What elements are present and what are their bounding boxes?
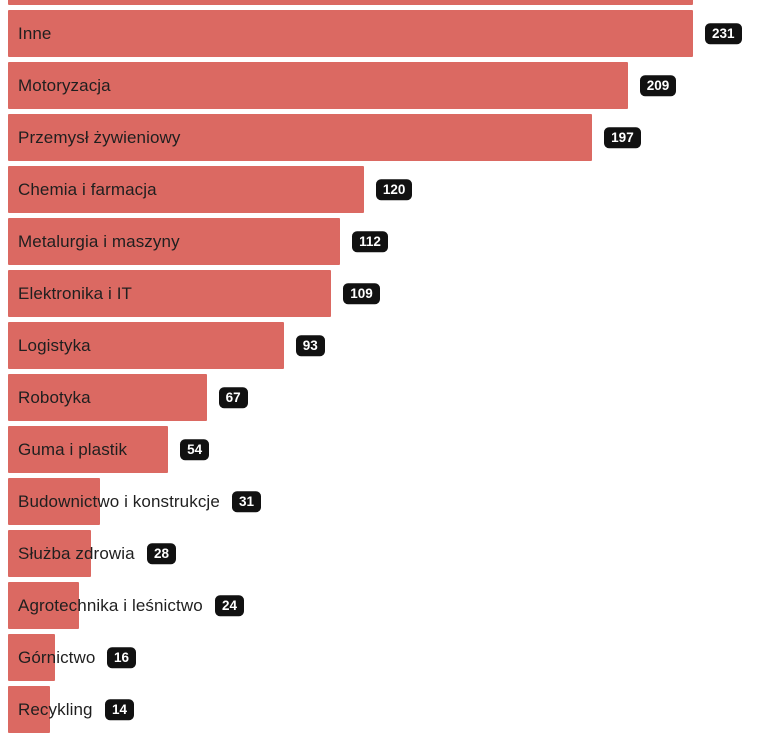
bar-row: Służba zdrowia 28 [8, 530, 768, 577]
value-badge: 54 [180, 438, 210, 461]
value-badge: 109 [343, 282, 380, 305]
bar-row: Inne 231 [8, 10, 768, 57]
value-badge: 16 [107, 646, 137, 669]
bar-row: Recykling 14 [8, 686, 768, 733]
category-label: Inne [18, 23, 52, 43]
category-bar[interactable] [8, 166, 364, 213]
category-label: Górnictwo [18, 647, 96, 667]
value-badge: 93 [295, 334, 325, 357]
category-label: Służba zdrowia [18, 543, 135, 563]
category-label: Elektronika i IT [18, 283, 133, 303]
category-label: Metalurgia i maszyny [18, 231, 180, 251]
category-label: Budownictwo i konstrukcje [18, 491, 220, 511]
bar-row: Robotyka 67 [8, 374, 768, 421]
category-label: Robotyka [18, 387, 91, 407]
category-label: Recykling [18, 699, 93, 719]
bar-row: Elektronika i IT 109 [8, 270, 768, 317]
category-bar[interactable] [8, 114, 593, 161]
value-badge: 120 [375, 178, 413, 201]
category-bar[interactable] [8, 374, 207, 421]
value-badge: 112 [352, 230, 388, 253]
category-bar[interactable] [8, 686, 50, 733]
category-bar[interactable] [8, 426, 169, 473]
category-label: Chemia i farmacja [18, 179, 157, 199]
bar-row: Metalurgia i maszyny 112 [8, 218, 768, 265]
bar-row: Logistyka 93 [8, 322, 768, 369]
category-bar[interactable] [8, 62, 628, 109]
bar-row: Guma i plastik 54 [8, 426, 768, 473]
bar-row: Agrotechnika i leśnictwo 24 [8, 582, 768, 629]
category-label: Motoryzacja [18, 75, 111, 95]
category-bar[interactable] [8, 322, 284, 369]
value-badge: 67 [218, 386, 248, 409]
category-label: Guma i plastik [18, 439, 128, 459]
value-badge: 14 [105, 698, 135, 721]
bar-row: Budownictwo i konstrukcje 31 [8, 478, 768, 525]
category-label: Logistyka [18, 335, 91, 355]
category-label: Agrotechnika i leśnictwo [18, 595, 203, 615]
bar-row: Chemia i farmacja 120 [8, 166, 768, 213]
value-badge: 197 [604, 126, 641, 149]
category-bar[interactable] [8, 478, 100, 525]
category-bar[interactable] [8, 270, 332, 317]
value-badge: 28 [147, 542, 177, 565]
bar-row: Górnictwo 16 [8, 634, 768, 681]
category-bar[interactable] [8, 10, 693, 57]
category-bar[interactable] [8, 530, 92, 577]
category-bar[interactable] [8, 634, 56, 681]
category-bar[interactable] [8, 218, 341, 265]
value-badge: 231 [705, 22, 742, 45]
value-badge: 31 [232, 490, 262, 513]
value-badge: 24 [215, 594, 245, 617]
bar-row: Motoryzacja 209 [8, 62, 768, 109]
category-bar[interactable] [8, 582, 80, 629]
bar-row: Przemysł żywieniowy 197 [8, 114, 768, 161]
cropped-bar-top [8, 0, 693, 5]
value-badge: 209 [639, 74, 677, 97]
category-label: Przemysł żywieniowy [18, 127, 181, 147]
